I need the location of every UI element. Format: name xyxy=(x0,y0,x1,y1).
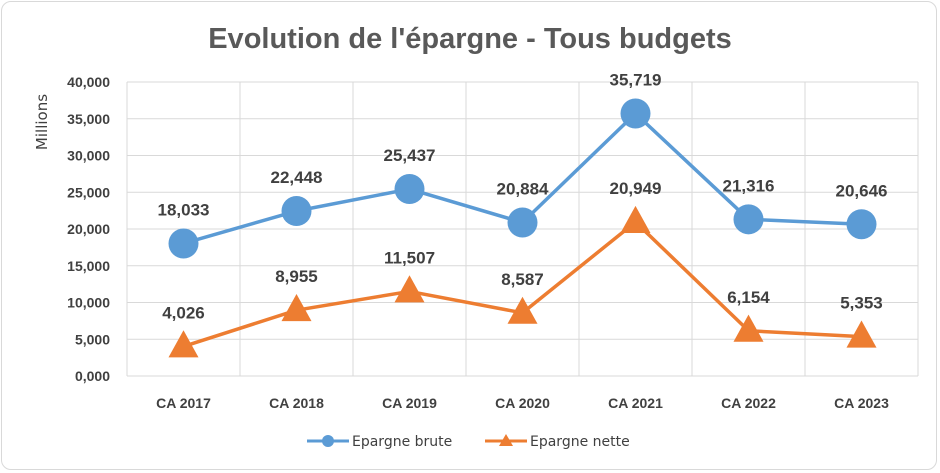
x-tick-label: CA 2023 xyxy=(834,395,889,411)
y-tick-label: 40,000 xyxy=(67,74,110,90)
y-tick-label: 15,000 xyxy=(67,258,110,274)
data-label: 5,353 xyxy=(840,294,883,313)
data-point xyxy=(394,174,425,205)
x-axis-ticks: CA 2017 CA 2018 CA 2019 CA 2020 CA 2021 CA 20… xyxy=(156,395,889,411)
chart-title: Evolution de l'épargne - Tous budgets xyxy=(208,23,732,55)
data-label: 20,646 xyxy=(836,181,888,200)
legend-label: Epargne nette xyxy=(530,434,630,450)
data-point xyxy=(846,320,877,348)
grid-lines xyxy=(126,81,919,377)
data-label: 6,154 xyxy=(727,288,770,307)
y-tick-label: 35,000 xyxy=(67,111,110,127)
data-label: 25,437 xyxy=(384,146,436,165)
x-tick-label: CA 2022 xyxy=(721,395,776,411)
data-label: 20,884 xyxy=(497,180,550,199)
x-tick-label: CA 2019 xyxy=(382,395,437,411)
data-label: 18,033 xyxy=(158,200,210,219)
data-label: 8,587 xyxy=(501,270,544,289)
data-labels: 18,033 22,448 25,437 20,884 35,719 21,316 20,6… xyxy=(158,70,888,322)
data-label: 21,316 xyxy=(723,176,775,195)
data-point xyxy=(281,294,312,322)
legend-marker xyxy=(499,434,513,446)
data-point xyxy=(620,98,651,129)
y-tick-label: 30,000 xyxy=(67,148,110,164)
legend-marker xyxy=(322,435,334,447)
y-axis-label: Millions xyxy=(33,94,51,150)
data-point xyxy=(394,275,425,303)
series-markers xyxy=(168,98,877,358)
data-label: 4,026 xyxy=(162,303,205,322)
y-tick-label: 25,000 xyxy=(67,184,110,200)
data-point xyxy=(733,204,764,235)
legend-label: Epargne brute xyxy=(352,434,452,450)
data-label: 35,719 xyxy=(610,70,662,89)
data-label: 22,448 xyxy=(271,168,323,187)
y-tick-label: 0,000 xyxy=(75,368,110,384)
data-point xyxy=(507,207,538,238)
y-tick-label: 10,000 xyxy=(67,295,110,311)
data-point xyxy=(281,196,312,227)
legend: Epargne brute Epargne nette xyxy=(307,434,630,450)
x-tick-label: CA 2021 xyxy=(608,395,663,411)
data-label: 8,955 xyxy=(275,267,318,286)
y-tick-label: 20,000 xyxy=(67,221,110,237)
data-point xyxy=(168,228,199,259)
y-tick-label: 5,000 xyxy=(75,331,110,347)
data-point xyxy=(733,314,764,342)
data-point xyxy=(620,205,651,233)
x-tick-label: CA 2020 xyxy=(495,395,550,411)
x-tick-label: CA 2018 xyxy=(269,395,324,411)
x-tick-label: CA 2017 xyxy=(156,395,211,411)
data-label: 11,507 xyxy=(384,248,435,267)
data-point xyxy=(846,209,877,240)
y-axis-ticks: 0,000 5,000 10,000 15,000 20,000 25,000 30,000… xyxy=(67,74,110,384)
data-point xyxy=(507,296,538,324)
data-label: 20,949 xyxy=(610,179,662,198)
data-point xyxy=(168,330,199,358)
